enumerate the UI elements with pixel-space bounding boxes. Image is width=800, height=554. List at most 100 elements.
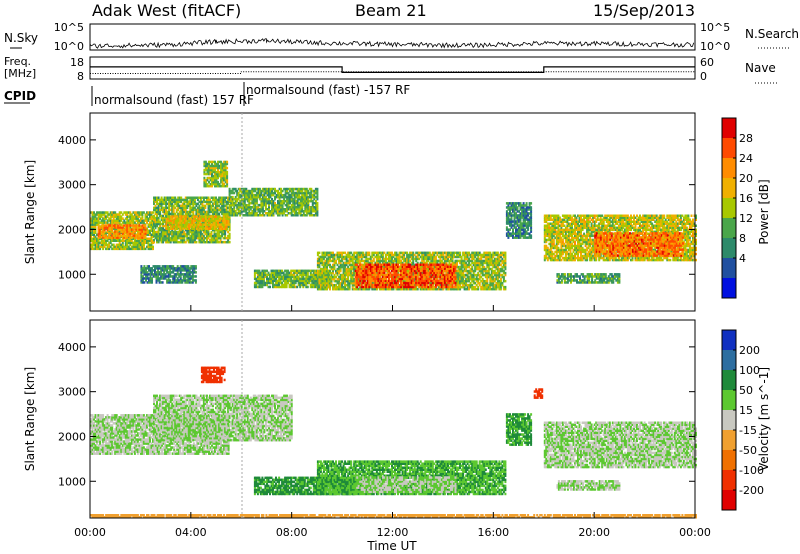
power-cell [234,199,237,203]
power-cell [207,236,210,240]
power-cell [99,234,102,237]
power-cell [99,230,102,233]
power-cell [195,230,198,234]
power-cell [293,195,296,199]
power-cell [271,206,273,209]
power-cell [306,275,309,279]
power-cell [310,214,313,217]
power-cell [127,230,130,233]
power-cell [348,269,351,273]
power-cell [195,215,198,218]
power-cell [179,273,182,276]
power-cell [227,223,230,226]
power-cell [136,219,139,222]
power-cell [146,215,148,218]
power-cell [293,275,296,279]
power-cell [136,226,139,229]
power-cell [136,239,139,242]
power-cell [332,267,334,271]
power-cell [401,255,404,259]
power-cell [236,193,239,197]
power-cell [223,172,226,176]
power-cell [106,226,109,229]
power-cell [146,217,148,220]
power-cell [115,232,118,235]
power-cell [115,245,118,249]
power-cell [264,271,267,275]
power-cell [145,277,147,280]
power-cell [153,202,155,206]
power-cell [293,206,296,209]
power-cell [126,217,129,220]
power-cell [363,285,366,289]
power-cell [208,168,210,172]
power-cell [332,259,334,263]
power-cell [171,202,174,206]
power-cell [413,283,416,287]
power-cell [212,202,214,206]
power-cell [97,247,100,251]
power-cell [321,275,324,279]
power-cell [332,257,334,261]
power-cell [221,166,224,170]
power-cell [270,271,273,275]
power-cell [192,206,195,210]
power-cell [132,224,135,227]
power-cell [261,193,264,197]
power-cell [236,206,239,209]
power-cell [212,215,215,218]
power-cell [287,208,290,211]
power-cell [271,203,273,207]
power-cell [91,213,94,216]
power-cell [133,241,136,245]
power-cell [275,212,278,215]
power-cell [348,279,351,283]
power-cell [146,221,148,224]
power-cell [406,257,409,261]
power-cell [266,283,268,287]
power-cell [305,208,308,211]
power-cell [184,200,187,204]
power-cell [286,206,289,209]
power-cell [391,253,393,257]
power-cell [139,219,142,222]
power-cell [228,193,231,197]
power-cell [439,255,442,259]
power-cell [177,196,180,199]
power-cell [287,195,290,199]
power-cell [117,247,120,251]
power-cell [201,217,204,220]
power-cell [237,201,240,205]
power-cell [153,230,155,234]
power-cell [359,255,362,259]
power-cell [94,237,97,240]
power-cell [237,195,240,199]
power-cell [406,255,409,259]
power-cell [287,193,290,197]
power-cell [109,221,112,224]
power-cell [206,212,208,216]
power-cell [178,279,181,282]
power-cell [165,238,168,242]
power-cell [185,215,188,218]
power-cell [245,193,248,197]
power-cell [156,200,158,204]
power-cell [276,285,279,289]
power-cell [144,241,147,245]
power-cell [185,265,188,268]
power-cell [153,218,155,222]
power-cell [269,201,272,205]
power-cell [412,271,415,275]
power-cell [309,269,312,273]
power-cell [275,189,278,193]
power-cell [236,199,239,203]
power-cell [191,219,194,222]
power-cell [160,238,163,242]
power-cell [335,261,337,265]
power-cell [359,281,362,285]
power-cell [149,275,152,278]
power-cell [351,277,354,281]
power-cell [153,208,155,212]
power-cell [179,271,182,274]
power-cell [338,267,341,271]
